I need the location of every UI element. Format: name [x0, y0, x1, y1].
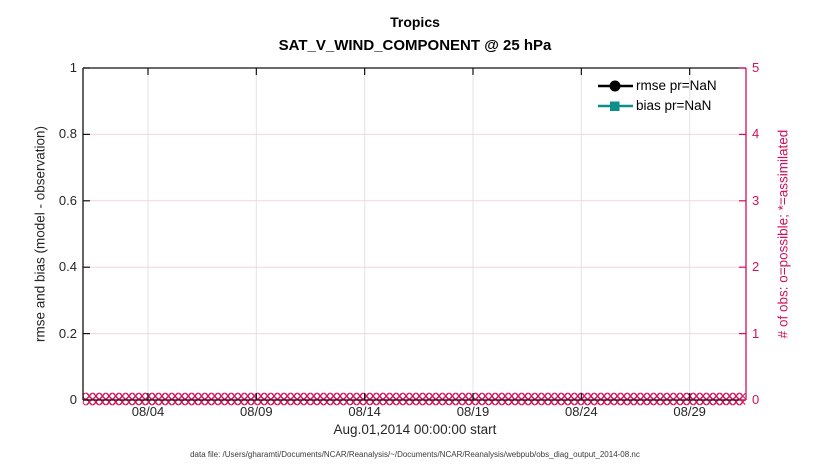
- legend-item: bias pr=NaN: [597, 96, 717, 115]
- chart-title: Tropics: [390, 14, 440, 30]
- legend: rmse pr=NaN bias pr=NaN: [597, 76, 717, 115]
- y-right-tick-label: 4: [752, 126, 760, 142]
- y-right-tick-label: 0: [752, 392, 760, 407]
- rmse-marker-icon: [598, 80, 633, 91]
- legend-label: bias pr=NaN: [636, 98, 712, 113]
- bias-marker-icon: [598, 101, 633, 111]
- x-tick-label: 08/04: [131, 404, 165, 419]
- y-axis-label-right: # of obs: o=possible; *=assimilated: [775, 129, 791, 339]
- legend-item: rmse pr=NaN: [597, 76, 717, 95]
- y-left-tick-label: 0.4: [58, 259, 77, 275]
- x-tick-label: 08/09: [240, 404, 273, 419]
- x-tick-label: 08/14: [348, 404, 381, 419]
- y-left-tick-label: 0.8: [58, 126, 77, 142]
- y-left-tick-label: 0: [69, 392, 77, 407]
- x-tick-label: 08/19: [456, 404, 490, 419]
- chart-subtitle: SAT_V_WIND_COMPONENT @ 25 hPa: [278, 37, 552, 54]
- legend-label: rmse pr=NaN: [636, 78, 717, 93]
- x-tick-label: 08/24: [565, 404, 598, 419]
- y-left-tick-label: 0.6: [58, 192, 77, 208]
- y-right-tick-label: 1: [752, 325, 760, 341]
- y-right-tick-label: 2: [752, 259, 760, 275]
- y-right-tick-label: 3: [752, 192, 760, 208]
- x-tick-label: 08/29: [673, 404, 706, 419]
- datafile-caption: data file: /Users/gharamti/Documents/NCA…: [190, 450, 640, 459]
- y-right-tick-label: 5: [752, 60, 760, 75]
- y-left-tick-label: 0.2: [58, 325, 77, 341]
- y-axis-label-left: rmse and bias (model - observation): [32, 125, 48, 343]
- y-left-tick-label: 1: [69, 60, 77, 75]
- x-axis-label: Aug.01,2014 00:00:00 start: [333, 422, 497, 437]
